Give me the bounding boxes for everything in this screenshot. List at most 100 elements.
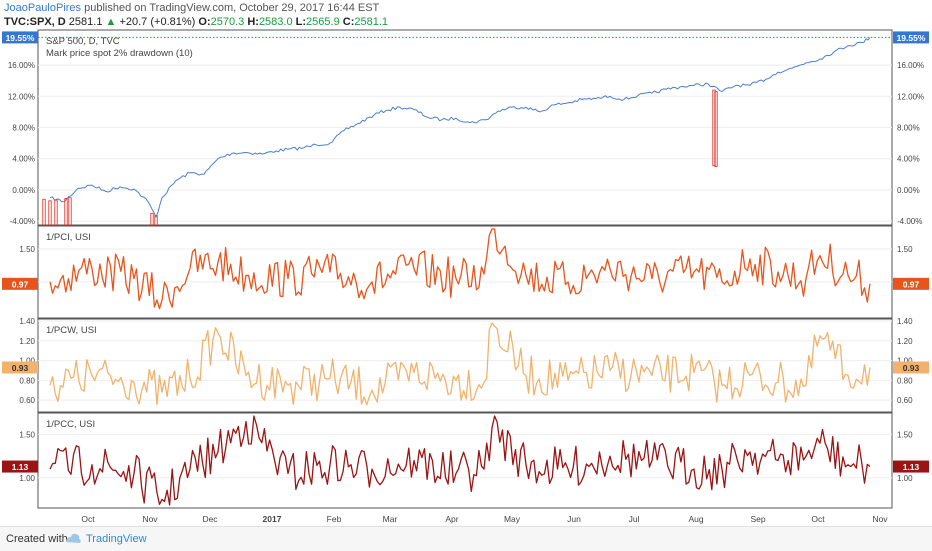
y-tick-label-right: 0.80 (897, 376, 913, 385)
y-tick-label-left: 1.20 (19, 337, 35, 346)
drawdown-mark (150, 212, 154, 226)
y-tick-label-left: 1.50 (19, 245, 35, 254)
pane-subtitle: Mark price spot 2% drawdown (10) (46, 48, 193, 59)
y-tick-label-left: 1.50 (19, 431, 35, 440)
y-tick-label-left: -4.00% (10, 217, 35, 226)
y-tick-label-right: 1.50 (897, 431, 913, 440)
pane-title: S&P 500, D, TVC (46, 36, 120, 47)
y-tick-label-right: 1.50 (897, 245, 913, 254)
series-line (49, 228, 871, 310)
pane-frame (37, 225, 893, 319)
drawdown-mark (68, 197, 72, 226)
drawdown-mark (42, 198, 46, 226)
y-tick-label-right: 1.00 (897, 474, 913, 483)
author-link[interactable]: JoaoPauloPires (4, 2, 82, 14)
drawdown-mark (64, 198, 68, 226)
x-tick-label: Feb (327, 514, 342, 524)
last-value-badge-right (893, 361, 929, 374)
drawdown-mark (48, 200, 52, 226)
last-value-badge-right (893, 460, 929, 473)
last-value-badge-right-text: 1.13 (903, 462, 920, 472)
low-value: 2565.9 (306, 16, 340, 28)
x-tick-label: Nov (142, 514, 158, 524)
pane-frame (37, 412, 893, 509)
y-tick-label-left: 1.40 (19, 317, 35, 326)
publish-line: JoaoPauloPires published on TradingView.… (4, 2, 379, 14)
last-value-badge-right-text: 0.93 (903, 363, 920, 373)
y-tick-label-right: 1.20 (897, 337, 913, 346)
ohlc-line: TVC:SPX, D 2581.1 ▲ +20.7 (+0.81%) O:257… (4, 16, 388, 28)
x-tick-label: Jun (567, 514, 581, 524)
last-value-badge-left (2, 361, 38, 374)
y-tick-label-left: 0.80 (19, 376, 35, 385)
y-tick-label-left: 0.00% (12, 186, 35, 195)
series-line (49, 37, 871, 218)
chart-header: JoaoPauloPires published on TradingView.… (0, 0, 932, 30)
last-value-badge-right (893, 31, 929, 44)
x-tick-label: Sep (750, 514, 765, 524)
last-value-badge-right-text: 19.55% (897, 33, 926, 43)
last-value-badge-left (2, 277, 38, 290)
x-tick-label: Apr (445, 514, 458, 524)
y-tick-label-left: 1.00 (19, 474, 35, 483)
x-tick-label: Oct (811, 514, 825, 524)
x-tick-label: Dec (202, 514, 218, 524)
last-value-badge-left-text: 19.55% (6, 33, 35, 43)
open-value: 2570.3 (210, 16, 245, 28)
y-tick-label-left: 12.00% (8, 92, 35, 101)
price-change: +20.7 (+0.81%) (119, 16, 196, 28)
last-value-badge-left (2, 31, 38, 44)
y-tick-label-right: 0.60 (897, 396, 913, 405)
x-tick-label: 2017 (263, 514, 282, 524)
series-line (49, 415, 871, 506)
low-label: L: (295, 16, 307, 28)
y-tick-label-left: 1.00 (19, 357, 35, 366)
drawdown-mark (712, 89, 716, 167)
symbol-label: TVC:SPX, D (4, 16, 66, 28)
y-tick-label-left: 0.60 (19, 396, 35, 405)
pane-title: 1/PCC, USI (46, 419, 95, 430)
last-value-badge-right (893, 277, 929, 290)
x-tick-label: Jul (629, 514, 640, 524)
y-tick-label-left: 8.00% (12, 124, 35, 133)
pane-frame (37, 318, 893, 413)
y-tick-label-right: 8.00% (897, 124, 920, 133)
last-value-badge-left-text: 1.13 (12, 462, 29, 472)
x-tick-label: Nov (872, 514, 888, 524)
y-tick-label-right: 16.00% (897, 61, 924, 70)
y-tick-label-left: 4.00% (12, 155, 35, 164)
x-tick-label: Oct (81, 514, 95, 524)
y-tick-label-right: 0.00% (897, 186, 920, 195)
high-value: 2583.0 (258, 16, 293, 28)
x-tick-label: Aug (688, 514, 703, 524)
tradingview-brand-link[interactable]: TradingView (86, 533, 147, 545)
last-value-badge-left-text: 0.97 (12, 279, 29, 289)
pane-title: 1/PCI, USI (46, 232, 91, 243)
y-tick-label-right: 4.00% (897, 155, 920, 164)
tradingview-logo-icon (66, 533, 81, 543)
last-value-badge-left (2, 460, 38, 473)
footer-bar: Created with TradingView (0, 526, 932, 551)
chart-canvas[interactable]: 16.00% 16.00% 12.00% 12.00% 8.00% 8.00% 4.00% 4… (0, 0, 932, 526)
series-line (49, 322, 871, 406)
y-tick-label-right: 1.00 (897, 357, 913, 366)
close-value: 2581.1 (354, 16, 389, 28)
close-label: C: (342, 16, 355, 28)
high-label: H: (247, 16, 259, 28)
open-label: O: (198, 16, 211, 28)
drawdown-mark (54, 199, 58, 226)
drawdown-mark (714, 91, 718, 167)
created-with-label: Created with (6, 533, 68, 545)
y-tick-label-left: 16.00% (8, 61, 35, 70)
x-tick-label: May (504, 514, 521, 524)
y-tick-label-right: 1.40 (897, 317, 913, 326)
pane-title: 1/PCW, USI (46, 325, 97, 336)
published-text: published on TradingView.com, October 29… (81, 2, 380, 14)
drawdown-mark (154, 215, 158, 226)
x-tick-label: Mar (383, 514, 398, 524)
up-arrow-icon: ▲ (105, 16, 117, 28)
y-tick-label-right: -4.00% (897, 217, 922, 226)
last-price: 2581.1 (68, 16, 103, 28)
last-value-badge-left-text: 0.93 (12, 363, 29, 373)
last-value-badge-right-text: 0.97 (903, 279, 920, 289)
